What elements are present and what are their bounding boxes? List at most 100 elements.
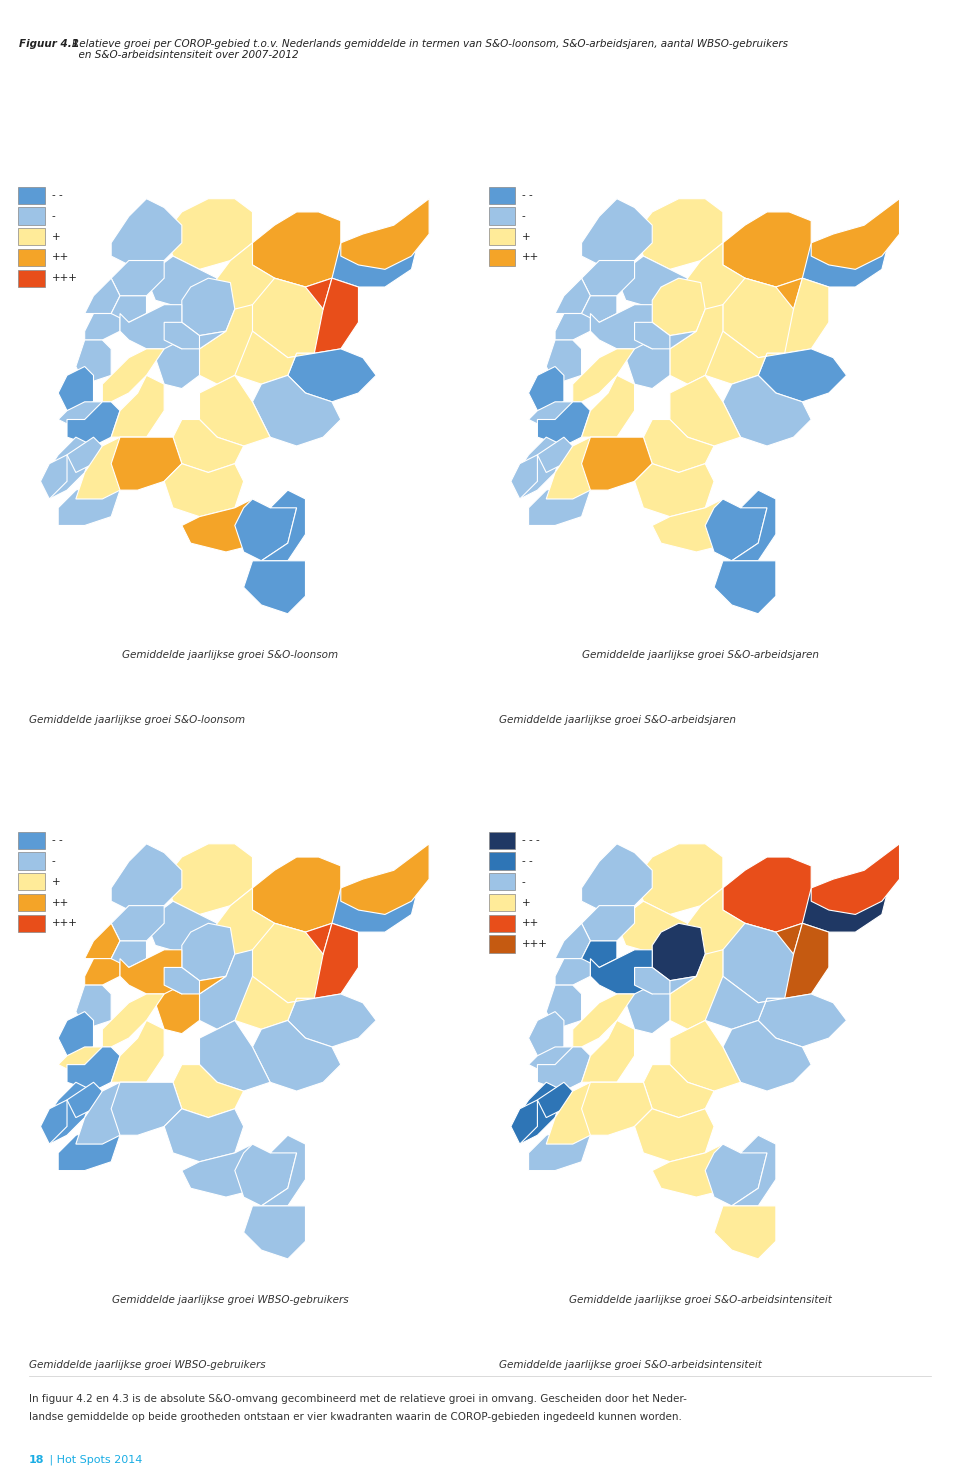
- Polygon shape: [626, 976, 696, 1034]
- FancyBboxPatch shape: [489, 894, 516, 911]
- FancyBboxPatch shape: [489, 853, 516, 869]
- Polygon shape: [235, 491, 297, 561]
- Text: -: -: [52, 856, 56, 866]
- Polygon shape: [67, 402, 120, 446]
- Polygon shape: [181, 279, 235, 335]
- Text: ++: ++: [522, 918, 540, 928]
- FancyBboxPatch shape: [489, 187, 516, 203]
- Polygon shape: [758, 924, 828, 998]
- Polygon shape: [173, 420, 244, 473]
- Polygon shape: [652, 279, 706, 335]
- Polygon shape: [147, 902, 217, 954]
- Polygon shape: [652, 1143, 740, 1197]
- Polygon shape: [252, 279, 324, 357]
- Text: Gemiddelde jaarlijkse groei S&O-arbeidsintensiteit: Gemiddelde jaarlijkse groei S&O-arbeidsi…: [499, 1360, 762, 1370]
- Polygon shape: [582, 375, 635, 437]
- Polygon shape: [511, 455, 538, 498]
- Polygon shape: [208, 888, 275, 958]
- Text: -: -: [522, 876, 526, 887]
- FancyBboxPatch shape: [489, 936, 516, 952]
- Polygon shape: [156, 976, 226, 1034]
- Polygon shape: [67, 1047, 120, 1091]
- Polygon shape: [76, 437, 147, 498]
- Polygon shape: [670, 949, 723, 1029]
- Polygon shape: [252, 212, 341, 288]
- Polygon shape: [103, 994, 164, 1047]
- Text: - - -: - - -: [522, 835, 540, 845]
- Polygon shape: [590, 304, 652, 349]
- Polygon shape: [573, 349, 635, 402]
- Polygon shape: [626, 331, 696, 389]
- Polygon shape: [288, 924, 358, 998]
- Polygon shape: [59, 366, 93, 411]
- Polygon shape: [147, 257, 217, 308]
- Polygon shape: [555, 313, 590, 340]
- Polygon shape: [555, 924, 590, 958]
- Text: - -: - -: [522, 856, 533, 866]
- Polygon shape: [538, 437, 573, 473]
- Polygon shape: [635, 464, 714, 516]
- Polygon shape: [670, 304, 723, 384]
- Polygon shape: [111, 1020, 164, 1083]
- Polygon shape: [76, 340, 111, 384]
- Polygon shape: [181, 924, 235, 980]
- Polygon shape: [555, 279, 590, 313]
- Polygon shape: [758, 994, 847, 1047]
- Polygon shape: [652, 924, 706, 980]
- Polygon shape: [111, 375, 164, 437]
- Polygon shape: [529, 482, 590, 525]
- Polygon shape: [696, 322, 784, 384]
- Polygon shape: [252, 857, 341, 933]
- Polygon shape: [723, 212, 811, 288]
- Polygon shape: [706, 304, 767, 357]
- Polygon shape: [617, 902, 687, 954]
- Polygon shape: [235, 949, 297, 1003]
- Polygon shape: [261, 491, 305, 561]
- Polygon shape: [270, 924, 332, 967]
- Polygon shape: [59, 1047, 103, 1074]
- Text: ++: ++: [52, 897, 69, 908]
- Polygon shape: [732, 1136, 776, 1206]
- Polygon shape: [181, 1143, 270, 1197]
- Polygon shape: [111, 844, 181, 915]
- FancyBboxPatch shape: [18, 249, 45, 265]
- Polygon shape: [794, 212, 891, 288]
- FancyBboxPatch shape: [489, 915, 516, 931]
- Polygon shape: [546, 985, 582, 1029]
- Polygon shape: [84, 924, 120, 958]
- FancyBboxPatch shape: [489, 208, 516, 224]
- Polygon shape: [200, 1020, 270, 1091]
- Text: +: +: [52, 231, 60, 242]
- Polygon shape: [670, 375, 740, 446]
- Polygon shape: [582, 906, 635, 940]
- Polygon shape: [200, 304, 252, 384]
- Text: +: +: [522, 897, 531, 908]
- Polygon shape: [261, 1136, 305, 1206]
- Polygon shape: [111, 906, 164, 940]
- Polygon shape: [84, 279, 120, 313]
- Polygon shape: [811, 199, 900, 270]
- Polygon shape: [164, 464, 244, 516]
- Polygon shape: [723, 1020, 811, 1091]
- Polygon shape: [582, 1083, 652, 1136]
- Polygon shape: [111, 940, 147, 967]
- Polygon shape: [643, 1065, 714, 1118]
- Polygon shape: [235, 1136, 297, 1206]
- Polygon shape: [76, 1083, 147, 1143]
- Polygon shape: [244, 1206, 305, 1259]
- FancyBboxPatch shape: [489, 832, 516, 848]
- Polygon shape: [164, 199, 252, 270]
- Polygon shape: [59, 482, 120, 525]
- Polygon shape: [529, 1127, 590, 1170]
- Polygon shape: [59, 402, 103, 429]
- Polygon shape: [706, 491, 767, 561]
- Polygon shape: [324, 212, 420, 288]
- Polygon shape: [111, 1083, 181, 1136]
- Polygon shape: [324, 857, 420, 933]
- Polygon shape: [714, 561, 776, 614]
- Polygon shape: [40, 1100, 67, 1143]
- FancyBboxPatch shape: [18, 894, 45, 911]
- Text: +++: +++: [522, 939, 548, 949]
- Polygon shape: [590, 949, 652, 994]
- Polygon shape: [84, 313, 120, 340]
